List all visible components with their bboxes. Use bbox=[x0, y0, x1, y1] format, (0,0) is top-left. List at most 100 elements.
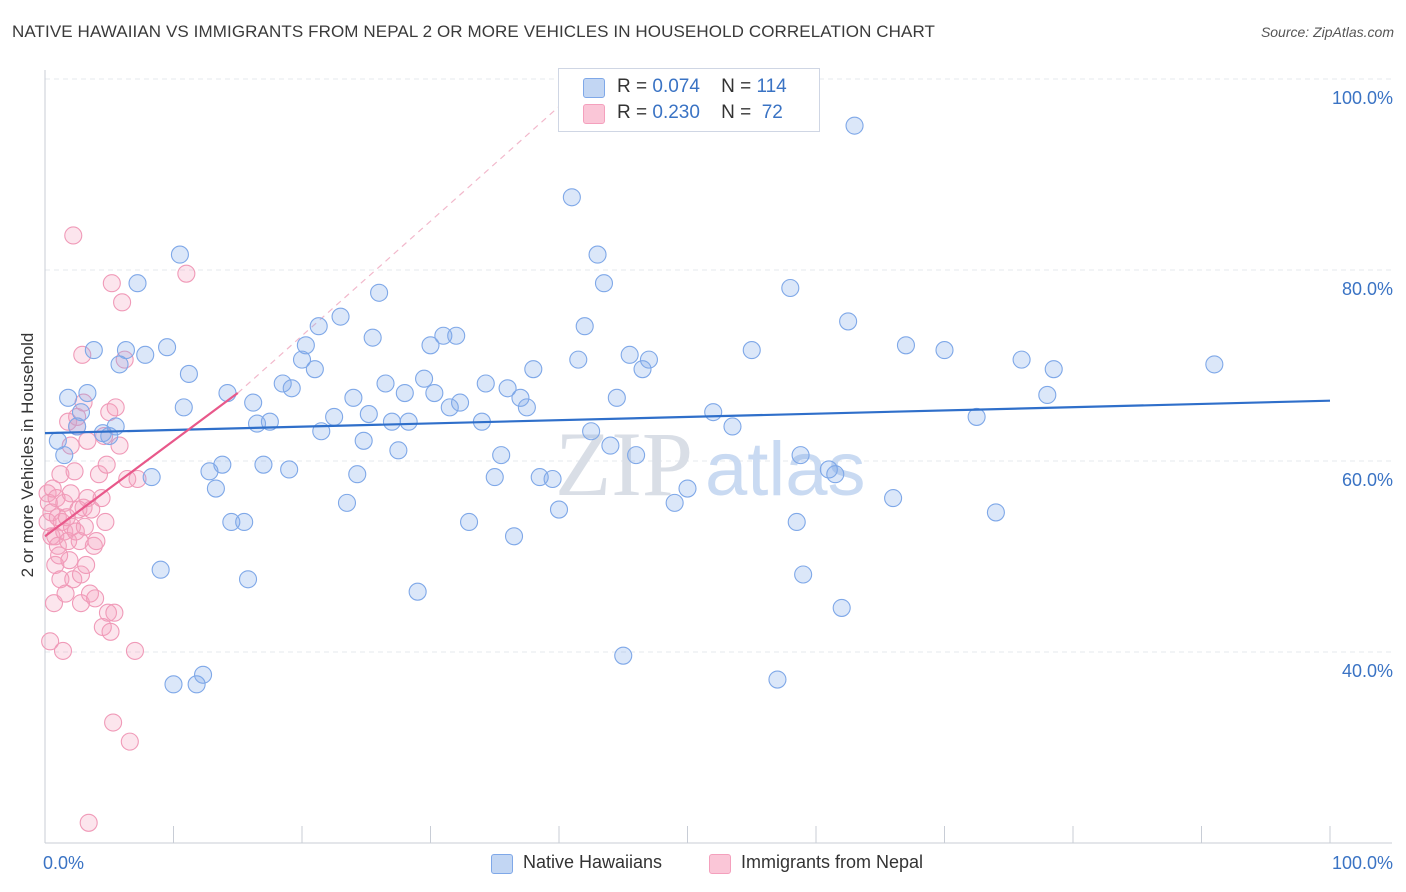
legend-n-value: 114 bbox=[756, 76, 787, 97]
nepal-point bbox=[97, 455, 116, 474]
hawaiian-point bbox=[309, 317, 328, 336]
y-tick-label: 80.0% bbox=[1342, 279, 1393, 299]
legend-n-label: N = bbox=[721, 102, 752, 123]
nepal-point bbox=[177, 264, 196, 283]
hawaiian-point bbox=[354, 431, 373, 450]
legend-swatch-blue bbox=[583, 78, 605, 98]
hawaiian-point bbox=[389, 441, 408, 460]
series-nepal-points bbox=[38, 226, 196, 832]
hawaiian-point bbox=[425, 383, 444, 403]
hawaiian-point bbox=[517, 398, 536, 417]
hawaiian-point bbox=[399, 412, 418, 431]
hawaiian-point bbox=[459, 512, 479, 532]
nepal-point bbox=[50, 546, 69, 565]
hawaiian-point bbox=[59, 388, 78, 407]
nepal-point bbox=[92, 489, 111, 508]
nepal-trend-line bbox=[44, 392, 239, 538]
correlation-legend: R = 0.074 N = 114 R = 0.230 N = 72 bbox=[558, 68, 820, 132]
nepal-point bbox=[43, 479, 62, 498]
hawaiian-point bbox=[665, 493, 684, 512]
hawaiian-point bbox=[78, 383, 97, 403]
hawaiian-point bbox=[601, 436, 620, 455]
hawaiian-point bbox=[826, 465, 845, 484]
nepal-point bbox=[79, 813, 98, 832]
nepal-point bbox=[84, 536, 103, 555]
nepal-point bbox=[78, 431, 97, 450]
hawaiian-point bbox=[967, 407, 986, 426]
legend-r-value: 0.230 bbox=[652, 102, 700, 123]
hawaiian-point bbox=[170, 245, 189, 264]
hawaiian-point bbox=[218, 383, 237, 403]
hawaiian-point bbox=[395, 383, 414, 403]
hawaiian-point bbox=[678, 479, 697, 498]
nepal-trend-extension bbox=[237, 106, 560, 394]
hawaiian-point bbox=[421, 336, 440, 355]
hawaiian-point bbox=[723, 417, 742, 436]
watermark: ZIP atlas bbox=[555, 413, 866, 515]
hawaiian-point bbox=[1044, 360, 1063, 379]
hawaiian-point bbox=[896, 336, 916, 355]
hawaiian-point bbox=[331, 307, 350, 326]
hawaiian-point bbox=[151, 560, 170, 579]
nepal-point bbox=[118, 469, 137, 489]
nepal-point bbox=[120, 732, 139, 751]
bottom-legend-swatch-blue bbox=[491, 854, 513, 874]
nepal-point bbox=[86, 589, 105, 608]
bottom-legend-label: Immigrants from Nepal bbox=[741, 852, 924, 872]
hawaiian-point bbox=[158, 338, 177, 357]
hawaiian-point bbox=[292, 350, 312, 369]
nepal-point bbox=[46, 555, 65, 575]
hawaiian-point bbox=[485, 468, 504, 487]
hawaiian-point bbox=[1205, 355, 1224, 374]
nepal-point bbox=[71, 565, 91, 584]
hawaiian-point bbox=[260, 412, 279, 431]
series-hawaiian-points bbox=[48, 116, 1224, 694]
hawaiian-point bbox=[492, 446, 511, 465]
hawaiian-point bbox=[451, 393, 470, 412]
tick-labels: 40.0% 60.0% 80.0% 100.0% 0.0% 100.0% bbox=[43, 88, 1393, 873]
y-axis-label: 2 or more Vehicles in Household bbox=[18, 332, 37, 578]
hawaiian-point bbox=[55, 446, 74, 465]
nepal-point bbox=[98, 603, 118, 622]
hawaiian-point bbox=[128, 274, 147, 293]
nepal-point bbox=[60, 551, 79, 570]
legend-r-label: R = bbox=[617, 102, 648, 123]
nepal-point bbox=[38, 512, 57, 532]
nepal-point bbox=[38, 484, 57, 503]
y-tick-label: 100.0% bbox=[1332, 88, 1393, 108]
nepal-point bbox=[101, 622, 120, 641]
hawaiian-point bbox=[742, 341, 761, 360]
nepal-point bbox=[105, 603, 124, 622]
nepal-point bbox=[89, 465, 109, 484]
hawaiian-point bbox=[704, 403, 723, 422]
hawaiian-point bbox=[476, 374, 495, 393]
nepal-point bbox=[41, 632, 60, 651]
bottom-legend-label: Native Hawaiians bbox=[523, 852, 663, 872]
hawaiian-point bbox=[1012, 350, 1031, 369]
hawaiian-point bbox=[363, 328, 382, 347]
hawaiian-point bbox=[142, 468, 161, 487]
legend-n-value: 72 bbox=[761, 102, 783, 123]
hawaiian-point bbox=[174, 398, 193, 417]
hawaiian-point bbox=[238, 570, 258, 589]
nepal-point bbox=[66, 522, 85, 541]
hawaiian-point bbox=[222, 512, 241, 532]
hawaiian-point bbox=[575, 317, 594, 336]
hawaiian-point bbox=[116, 341, 136, 360]
axes bbox=[44, 70, 1392, 844]
hawaiian-point bbox=[588, 245, 607, 264]
hawaiian-point bbox=[206, 479, 225, 498]
hawaiian-point bbox=[415, 369, 434, 388]
nepal-point bbox=[104, 713, 123, 732]
gridlines bbox=[45, 78, 1392, 653]
hawaiian-point bbox=[282, 379, 301, 398]
hawaiian-point bbox=[511, 388, 530, 407]
hawaiian-point bbox=[179, 364, 198, 384]
hawaiian-point bbox=[935, 341, 954, 360]
x-tick-label: 100.0% bbox=[1332, 853, 1393, 873]
nepal-point bbox=[65, 462, 84, 481]
hawaiian-point bbox=[280, 460, 299, 479]
hawaiian-point bbox=[344, 388, 363, 407]
hawaiian-point bbox=[639, 350, 659, 369]
